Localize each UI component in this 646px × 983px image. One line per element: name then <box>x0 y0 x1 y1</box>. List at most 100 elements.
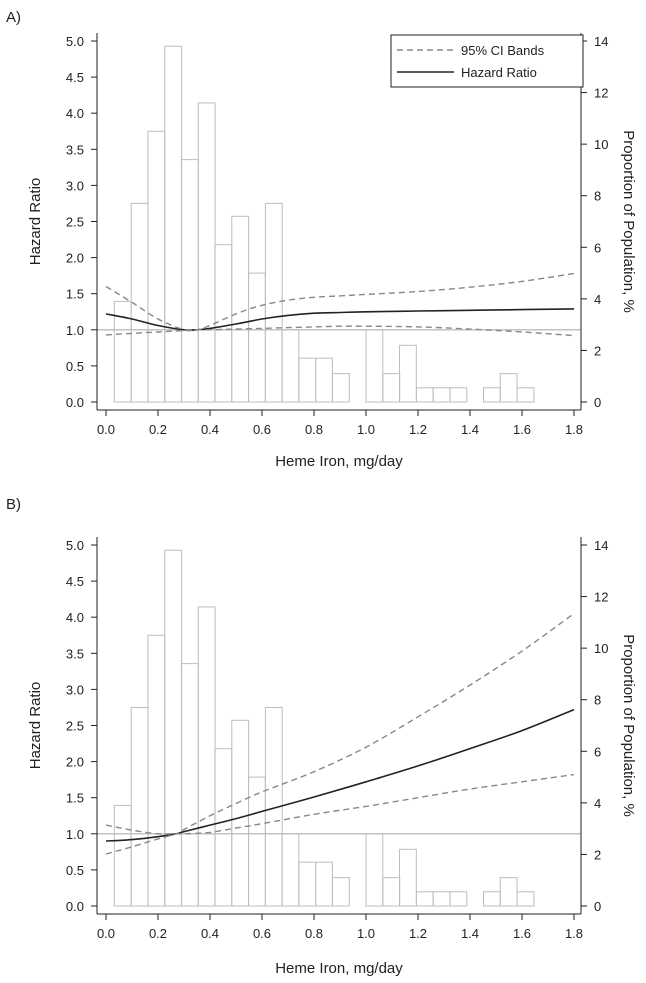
histogram-bar <box>264 707 283 907</box>
x-tick-label: 0.6 <box>253 926 271 941</box>
x-tick-label: 0.2 <box>149 926 167 941</box>
y-tick-label: 2.5 <box>66 215 84 230</box>
x-tick-label: 1.8 <box>565 926 583 941</box>
y2-tick-label: 0 <box>594 899 601 914</box>
y2-axis-title: Proportion of Population, % <box>620 634 637 817</box>
y-tick-label: 0.0 <box>66 899 84 914</box>
y-tick-label: 0.5 <box>66 359 84 374</box>
y2-tick-label: 14 <box>594 538 608 553</box>
ci-lower-band-line <box>105 773 575 835</box>
histogram-bar <box>264 202 283 403</box>
y-tick-label: 4.5 <box>66 574 84 589</box>
x-tick-label: 0.0 <box>97 926 115 941</box>
curves <box>105 613 575 855</box>
y-tick-label: 0.5 <box>66 863 84 878</box>
y2-tick-label: 12 <box>594 590 608 605</box>
y2-axis-ticks: 0 2 4 6 8 10 12 14 <box>581 34 608 410</box>
y2-axis-ticks: 0 2 4 6 8 10 12 14 <box>581 538 608 914</box>
x-tick-label: 0.8 <box>305 926 323 941</box>
x-tick-label: 0.6 <box>253 422 271 437</box>
x-tick-label: 1.2 <box>409 422 427 437</box>
y-axis-ticks: 0.0 0.5 1.0 1.5 2.0 2.5 3.0 3.5 4.0 4.5 5.0 <box>66 538 97 914</box>
x-tick-label: 1.4 <box>461 926 479 941</box>
histogram-bar <box>516 387 535 403</box>
x-tick-label: 1.8 <box>565 422 583 437</box>
x-tick-label: 0.2 <box>149 422 167 437</box>
x-tick-label: 0.4 <box>201 926 219 941</box>
x-tick-label: 0.4 <box>201 422 219 437</box>
ci-upper-band-line <box>105 613 575 855</box>
y-tick-label: 2.0 <box>66 251 84 266</box>
y-axis-title: Hazard Ratio <box>27 178 44 266</box>
histogram-bar <box>332 373 350 403</box>
x-tick-label: 0.8 <box>305 422 323 437</box>
histogram-bar <box>516 891 535 907</box>
histogram <box>113 549 535 907</box>
x-axis-title: Heme Iron, mg/day <box>275 453 403 470</box>
x-tick-label: 1.6 <box>513 422 531 437</box>
y-tick-label: 0.0 <box>66 395 84 410</box>
y2-tick-label: 10 <box>594 137 608 152</box>
panel-b: B) 0.0 0.5 1.0 1.5 2.0 2.5 3.0 3.5 4.0 4.5 5.0 0 2 4… <box>6 496 637 977</box>
legend-box <box>390 34 584 88</box>
legend-label-ci: 95% CI Bands <box>461 43 545 58</box>
y2-tick-label: 12 <box>594 86 608 101</box>
y-tick-label: 3.0 <box>66 682 84 697</box>
x-tick-label: 1.6 <box>513 926 531 941</box>
y2-tick-label: 2 <box>594 343 601 358</box>
ci-lower-band-line <box>105 325 575 337</box>
y-tick-label: 1.5 <box>66 287 84 302</box>
y-tick-label: 4.5 <box>66 70 84 85</box>
y-tick-label: 5.0 <box>66 538 84 553</box>
legend: 95% CI Bands Hazard Ratio <box>390 34 584 88</box>
legend-label-hr: Hazard Ratio <box>461 65 537 80</box>
y-tick-label: 4.0 <box>66 106 84 121</box>
histogram-bar <box>449 891 468 907</box>
histogram-bar <box>399 344 417 403</box>
y2-tick-label: 6 <box>594 240 601 255</box>
y-tick-label: 3.5 <box>66 142 84 157</box>
y2-tick-label: 0 <box>594 395 601 410</box>
histogram <box>113 45 535 403</box>
y2-axis-title: Proportion of Population, % <box>620 130 637 313</box>
y2-tick-label: 4 <box>594 796 601 811</box>
x-tick-label: 1.4 <box>461 422 479 437</box>
x-tick-label: 0.0 <box>97 422 115 437</box>
y2-tick-label: 4 <box>594 292 601 307</box>
y-tick-label: 3.0 <box>66 178 84 193</box>
y-tick-label: 1.0 <box>66 827 84 842</box>
y2-tick-label: 10 <box>594 641 608 656</box>
x-axis-ticks: 0.0 0.2 0.4 0.6 0.8 1.0 1.2 1.4 1.6 1.8 <box>97 914 583 941</box>
x-tick-label: 1.0 <box>357 926 375 941</box>
y-tick-label: 5.0 <box>66 34 84 49</box>
y-tick-label: 2.5 <box>66 719 84 734</box>
y-axis-ticks: 0.0 0.5 1.0 1.5 2.0 2.5 3.0 3.5 4.0 4.5 5.0 <box>66 34 97 410</box>
panel-label: B) <box>6 496 21 513</box>
y-axis-title: Hazard Ratio <box>27 682 44 770</box>
ci-upper-band-line <box>105 272 575 332</box>
y-tick-label: 2.0 <box>66 755 84 770</box>
x-tick-label: 1.2 <box>409 926 427 941</box>
y-tick-label: 4.0 <box>66 610 84 625</box>
y2-tick-label: 8 <box>594 693 601 708</box>
y-tick-label: 1.5 <box>66 791 84 806</box>
y2-tick-label: 2 <box>594 847 601 862</box>
y-tick-label: 3.5 <box>66 646 84 661</box>
x-axis-ticks: 0.0 0.2 0.4 0.6 0.8 1.0 1.2 1.4 1.6 1.8 <box>97 410 583 437</box>
panel-a: A) 0.0 0.5 1.0 1.5 2.0 2.5 3.0 3.5 4.0 4.5 5.0 0 2 4… <box>6 9 637 470</box>
y2-tick-label: 8 <box>594 189 601 204</box>
panel-label: A) <box>6 9 21 26</box>
y2-tick-label: 14 <box>594 34 608 49</box>
hazard-ratio-line <box>105 308 575 331</box>
histogram-bar <box>332 877 350 907</box>
histogram-bar <box>449 387 468 403</box>
hazard-ratio-line <box>105 708 575 842</box>
x-tick-label: 1.0 <box>357 422 375 437</box>
y2-tick-label: 6 <box>594 744 601 759</box>
histogram-bar <box>399 848 417 907</box>
curves <box>105 272 575 337</box>
y-tick-label: 1.0 <box>66 323 84 338</box>
x-axis-title: Heme Iron, mg/day <box>275 960 403 977</box>
